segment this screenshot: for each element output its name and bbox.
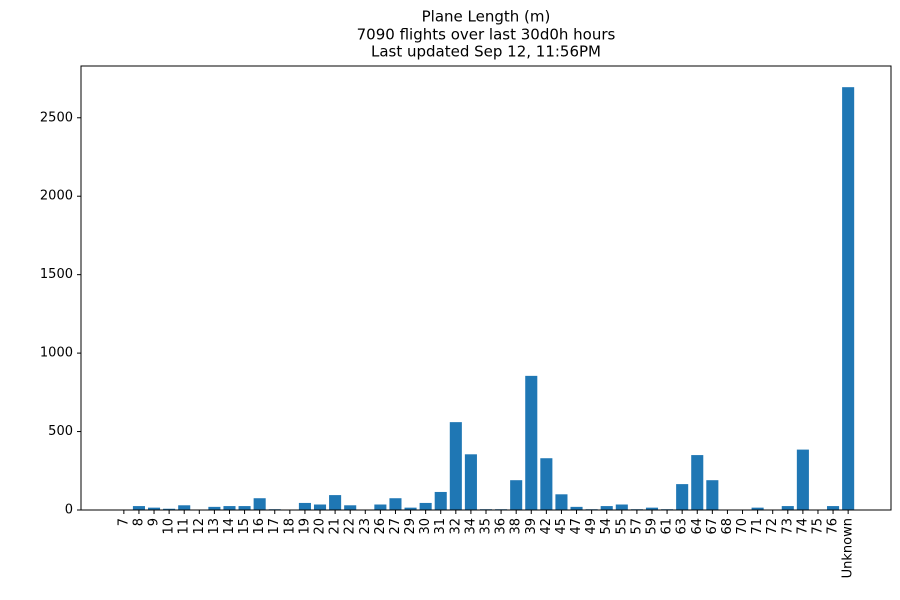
y-tick-label: 2000 [40,189,73,204]
bar [600,506,613,510]
x-tick-label: 57 [629,518,644,535]
x-tick-label: 35 [479,518,494,535]
bar [404,507,417,510]
x-tick-label: 16 [252,518,267,535]
x-tick-label: 71 [750,518,765,535]
x-tick-label: 23 [358,518,373,535]
x-tick-label: 70 [735,518,750,535]
x-tick-label: 67 [705,518,720,535]
bar [464,454,477,510]
y-tick-label: 1500 [40,267,73,282]
x-tick-label: 68 [720,518,735,535]
chart-subtitle: 7090 flights over last 30d0h hours [357,26,616,44]
x-tick-label: 38 [509,518,524,535]
bar [796,449,809,510]
x-tick-label: 11 [177,518,192,535]
x-tick-label: 7 [116,518,131,526]
x-tick-label: 14 [222,518,237,535]
bar [374,504,387,510]
x-tick-label: 54 [599,518,614,535]
bar [253,498,266,510]
y-tick-label: 2500 [40,110,73,125]
bar [434,491,447,510]
x-tick-label: 59 [644,518,659,535]
x-tick-label: 10 [162,518,177,535]
bar [449,422,462,510]
y-tick-label: 1000 [40,346,73,361]
x-tick-label: 29 [403,518,418,535]
x-tick-label: 39 [524,518,539,535]
bar [615,504,628,510]
bar [676,484,689,510]
x-tick-label: 61 [660,518,675,535]
y-tick-label: 500 [48,424,73,439]
x-tick-label: 34 [463,518,478,535]
bar [178,505,191,510]
x-tick-label: 21 [328,518,343,535]
bar [329,495,342,510]
chart-subtitle: Last updated Sep 12, 11:56PM [371,43,601,61]
x-tick-label: 63 [675,518,690,535]
plot-frame [80,65,892,511]
x-tick-label: 55 [614,518,629,535]
x-tick-label: 8 [131,518,146,526]
bar [132,506,145,510]
x-tick-label: 74 [795,518,810,535]
x-tick-label: 32 [448,518,463,535]
bar [238,506,251,510]
bar [827,506,840,510]
bar [555,494,568,510]
bar [389,498,402,510]
bar [223,506,236,510]
bar [570,506,583,510]
bar [344,505,357,510]
bar [781,506,794,510]
bar [842,87,855,511]
bar [208,506,221,510]
x-tick-label: 73 [780,518,795,535]
bar [147,507,161,510]
x-tick-label: 47 [569,518,584,535]
x-tick-label: 9 [147,518,162,526]
x-tick-label: Unknown [841,518,856,578]
x-tick-label: 13 [207,518,222,535]
x-tick-label: 36 [494,518,509,535]
x-tick-label: 45 [554,518,569,535]
bar [706,480,719,510]
x-tick-label: 31 [433,518,448,535]
x-tick-label: 76 [826,518,841,535]
x-tick-label: 19 [297,518,312,535]
y-tick-label: 0 [65,503,73,518]
x-tick-label: 18 [282,518,297,535]
x-tick-label: 64 [690,518,705,535]
x-tick-label: 42 [539,518,554,535]
bar [751,507,764,510]
bar [419,502,432,510]
x-tick-label: 22 [343,518,358,535]
x-tick-label: 72 [765,518,780,535]
x-tick-label: 75 [810,518,825,535]
x-tick-label: 17 [267,518,282,535]
x-tick-label: 26 [373,518,388,535]
bar [525,375,538,510]
x-tick-label: 20 [313,518,328,535]
bar [298,502,311,510]
bar [691,455,704,510]
x-tick-label: 12 [192,518,207,535]
x-tick-label: 15 [237,518,252,535]
x-tick-label: 27 [388,518,403,535]
bar [540,458,553,510]
bar [313,504,327,510]
x-tick-label: 30 [418,518,433,535]
chart-title: Plane Length (m) [422,8,551,26]
bar [163,508,176,510]
x-tick-label: 49 [584,518,599,535]
bar [510,480,523,510]
bar [645,507,659,510]
